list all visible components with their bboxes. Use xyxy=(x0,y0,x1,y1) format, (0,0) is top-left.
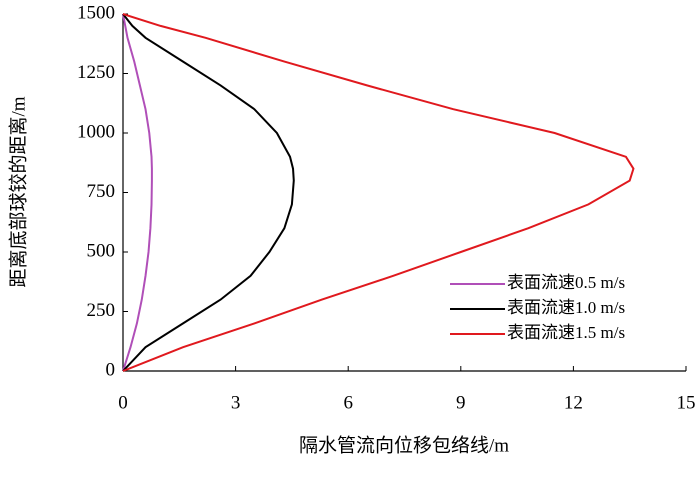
legend-label: 表面流速1.0 m/s xyxy=(507,298,625,317)
legend-label: 表面流速1.5 m/s xyxy=(507,323,625,342)
x-tick-label: 0 xyxy=(118,392,128,413)
y-tick-label: 1500 xyxy=(77,2,115,23)
series-line xyxy=(122,13,295,372)
x-tick-label: 6 xyxy=(343,392,353,413)
y-tick-label: 250 xyxy=(87,300,116,321)
y-tick-label: 1000 xyxy=(77,121,115,142)
x-axis-label: 隔水管流向位移包络线/m xyxy=(299,434,509,456)
x-tick-label: 9 xyxy=(456,392,466,413)
y-tick-label: 500 xyxy=(87,240,116,261)
y-axis-label: 距离底部球铰的距离/m xyxy=(7,96,29,287)
series-line xyxy=(122,13,153,372)
y-tick-label: 1250 xyxy=(77,62,115,83)
y-tick-label: 750 xyxy=(87,181,116,202)
x-tick-label: 15 xyxy=(677,392,696,413)
x-tick-label: 12 xyxy=(564,392,583,413)
y-tick-label: 0 xyxy=(106,359,116,380)
legend-label: 表面流速0.5 m/s xyxy=(507,273,625,292)
x-tick-label: 3 xyxy=(231,392,241,413)
series-line xyxy=(122,13,635,372)
